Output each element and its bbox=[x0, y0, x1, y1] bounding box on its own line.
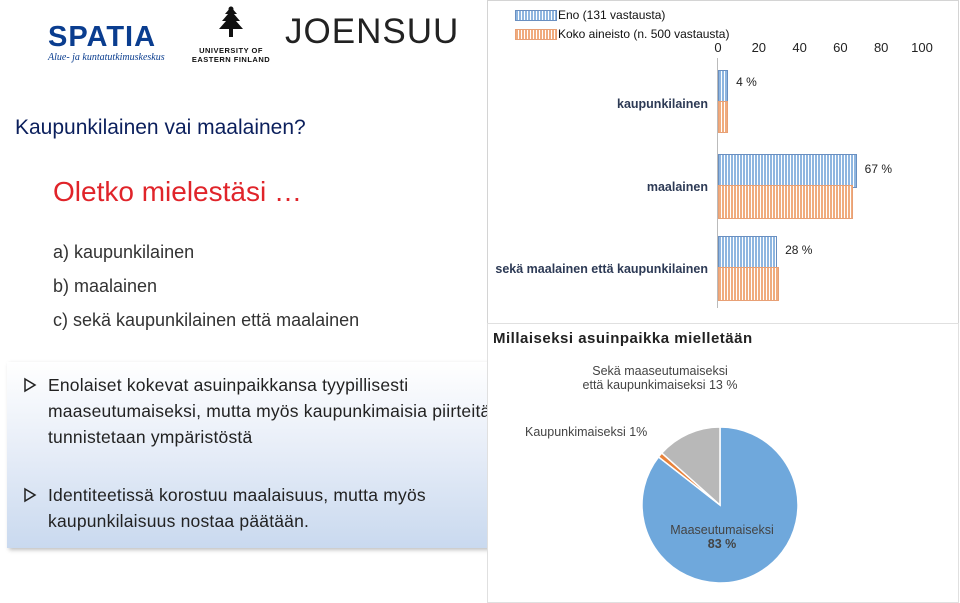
joensuu-logo-word: JOENSUU bbox=[285, 12, 460, 51]
bar-data-label: 28 % bbox=[785, 243, 813, 257]
bullet-item: Identiteetissä korostuu maalaisuus, mutt… bbox=[23, 482, 493, 534]
x-tick-label: 20 bbox=[751, 40, 767, 55]
category-label: sekä maalainen että kaupunkilainen bbox=[495, 262, 708, 276]
pie-value-urban: 1% bbox=[629, 425, 648, 439]
spatia-logo-subtitle: Alue- ja kuntatutkimuskeskus bbox=[48, 52, 165, 63]
legend-label-koko: Koko aineisto (n. 500 vastausta) bbox=[558, 27, 730, 41]
arrow-bullet-icon bbox=[24, 487, 37, 503]
bar-eno bbox=[718, 154, 857, 188]
pie-label-rural-text: Maaseutumaiseksi bbox=[670, 523, 774, 537]
bar-data-label: 4 % bbox=[736, 75, 757, 89]
x-tick-label: 100 bbox=[911, 40, 933, 55]
bullet-text: Identiteetissä korostuu maalaisuus, mutt… bbox=[48, 485, 426, 531]
bar-koko bbox=[718, 185, 853, 219]
x-tick-label: 0 bbox=[714, 40, 722, 55]
uef-emblem-icon bbox=[219, 6, 243, 37]
bar-eno bbox=[718, 70, 729, 102]
bar-eno bbox=[718, 236, 778, 270]
legend-swatch-koko bbox=[515, 29, 557, 40]
spatia-logo-word: SPATIA bbox=[48, 21, 157, 53]
category-label: kaupunkilainen bbox=[617, 97, 708, 111]
x-tick-label: 80 bbox=[873, 40, 889, 55]
arrow-bullet-icon bbox=[24, 377, 37, 393]
question-text: Oletko mielestäsi … bbox=[53, 176, 302, 207]
pie-chart-title: Millaiseksi asuinpaikka mielletään bbox=[493, 330, 753, 347]
pie-label-both-line2: että kaupunkimaiseksi bbox=[582, 378, 706, 392]
slide-title: Kaupunkilainen vai maalainen? bbox=[15, 116, 306, 139]
pie-label-urban-text: Kaupunkimaiseksi bbox=[525, 425, 626, 439]
uef-logo-line1: UNIVERSITY OF bbox=[199, 46, 263, 55]
pie-slice bbox=[641, 426, 799, 584]
uef-logo: UNIVERSITY OF EASTERN FINLAND bbox=[190, 5, 272, 65]
bar-koko bbox=[718, 101, 729, 133]
pie-label-rural: Maaseutumaiseksi 83 % bbox=[662, 523, 782, 551]
pie-value-both: 13 % bbox=[708, 378, 738, 392]
pie-slice bbox=[660, 426, 721, 507]
pie-label-both-line1: Sekä maaseutumaiseksi bbox=[592, 364, 728, 378]
option-c: c) sekä kaupunkilainen että maalainen bbox=[53, 310, 360, 330]
x-tick-label: 60 bbox=[833, 40, 848, 55]
bullet-panel: Enolaiset kokevat asuinpaikkansa tyypill… bbox=[7, 362, 499, 548]
uef-logo-line2: EASTERN FINLAND bbox=[191, 55, 271, 64]
pie-label-both: Sekä maaseutumaiseksi että kaupunkimaise… bbox=[560, 364, 760, 392]
bar-data-label: 67 % bbox=[864, 162, 893, 176]
bar-koko bbox=[718, 267, 780, 301]
category-label: maalainen bbox=[646, 180, 708, 194]
joensuu-logo: JOENSUU bbox=[285, 12, 460, 56]
legend-label-eno: Eno (131 vastausta) bbox=[558, 8, 666, 22]
x-tick-label: 40 bbox=[792, 40, 807, 55]
pie-value-rural: 83 % bbox=[707, 537, 737, 551]
pie-chart bbox=[641, 426, 799, 584]
pie-label-urban: Kaupunkimaiseksi 1% bbox=[525, 425, 647, 439]
spatia-logo: SPATIA Alue- ja kuntatutkimuskeskus bbox=[48, 22, 173, 67]
bullet-item: Enolaiset kokevat asuinpaikkansa tyypill… bbox=[23, 372, 493, 450]
option-a: a) kaupunkilainen bbox=[53, 242, 195, 262]
bullet-text: Enolaiset kokevat asuinpaikkansa tyypill… bbox=[48, 375, 491, 447]
legend-swatch-eno bbox=[515, 10, 557, 21]
option-b: b) maalainen bbox=[53, 276, 158, 296]
y-axis-line bbox=[717, 58, 718, 308]
